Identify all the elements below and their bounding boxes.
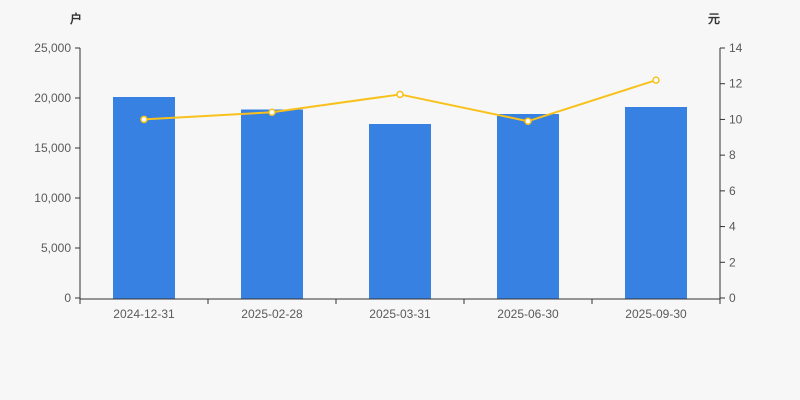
line-point bbox=[140, 115, 148, 124]
line-point bbox=[652, 76, 660, 84]
x-axis-category-label: 2025-06-30 bbox=[497, 307, 559, 321]
y-axis-left-tick-label: 5,000 bbox=[41, 241, 71, 255]
y-axis-left-tick-label: 25,000 bbox=[34, 41, 71, 55]
y-axis-right-tick-label: 12 bbox=[729, 77, 743, 91]
bar bbox=[497, 114, 559, 299]
x-axis-category-label: 2025-02-28 bbox=[241, 307, 303, 321]
y-axis-right-tick-label: 2 bbox=[729, 255, 736, 269]
y-axis-right-tick-label: 10 bbox=[729, 112, 743, 126]
x-axis-category-label: 2025-03-31 bbox=[369, 307, 431, 321]
y-axis-right-tick-label: 6 bbox=[729, 184, 736, 198]
line-point bbox=[524, 117, 532, 125]
y-axis-left-unit-label: 户 bbox=[70, 12, 83, 26]
trend-line bbox=[143, 79, 657, 123]
x-axis-category-label: 2024-12-31 bbox=[113, 307, 175, 321]
y-axis-right-tick-label: 14 bbox=[729, 41, 743, 55]
line-point bbox=[396, 90, 404, 99]
x-axis-category-label: 2025-09-30 bbox=[625, 307, 687, 321]
y-axis-left-tick-label: 10,000 bbox=[34, 191, 71, 205]
y-axis-right-unit-label: 元 bbox=[708, 12, 721, 26]
bar bbox=[369, 124, 431, 299]
bar bbox=[113, 97, 175, 299]
y-axis-right-tick-label: 4 bbox=[729, 220, 736, 234]
bar bbox=[625, 107, 687, 299]
y-axis-left-tick-label: 15,000 bbox=[34, 141, 71, 155]
bar bbox=[241, 109, 303, 299]
line-point bbox=[268, 108, 276, 117]
y-axis-left-tick-label: 20,000 bbox=[34, 91, 71, 105]
y-axis-right-tick-label: 0 bbox=[729, 291, 736, 305]
y-axis-right-tick-label: 8 bbox=[729, 148, 736, 162]
y-axis-left-tick-label: 0 bbox=[64, 291, 71, 305]
